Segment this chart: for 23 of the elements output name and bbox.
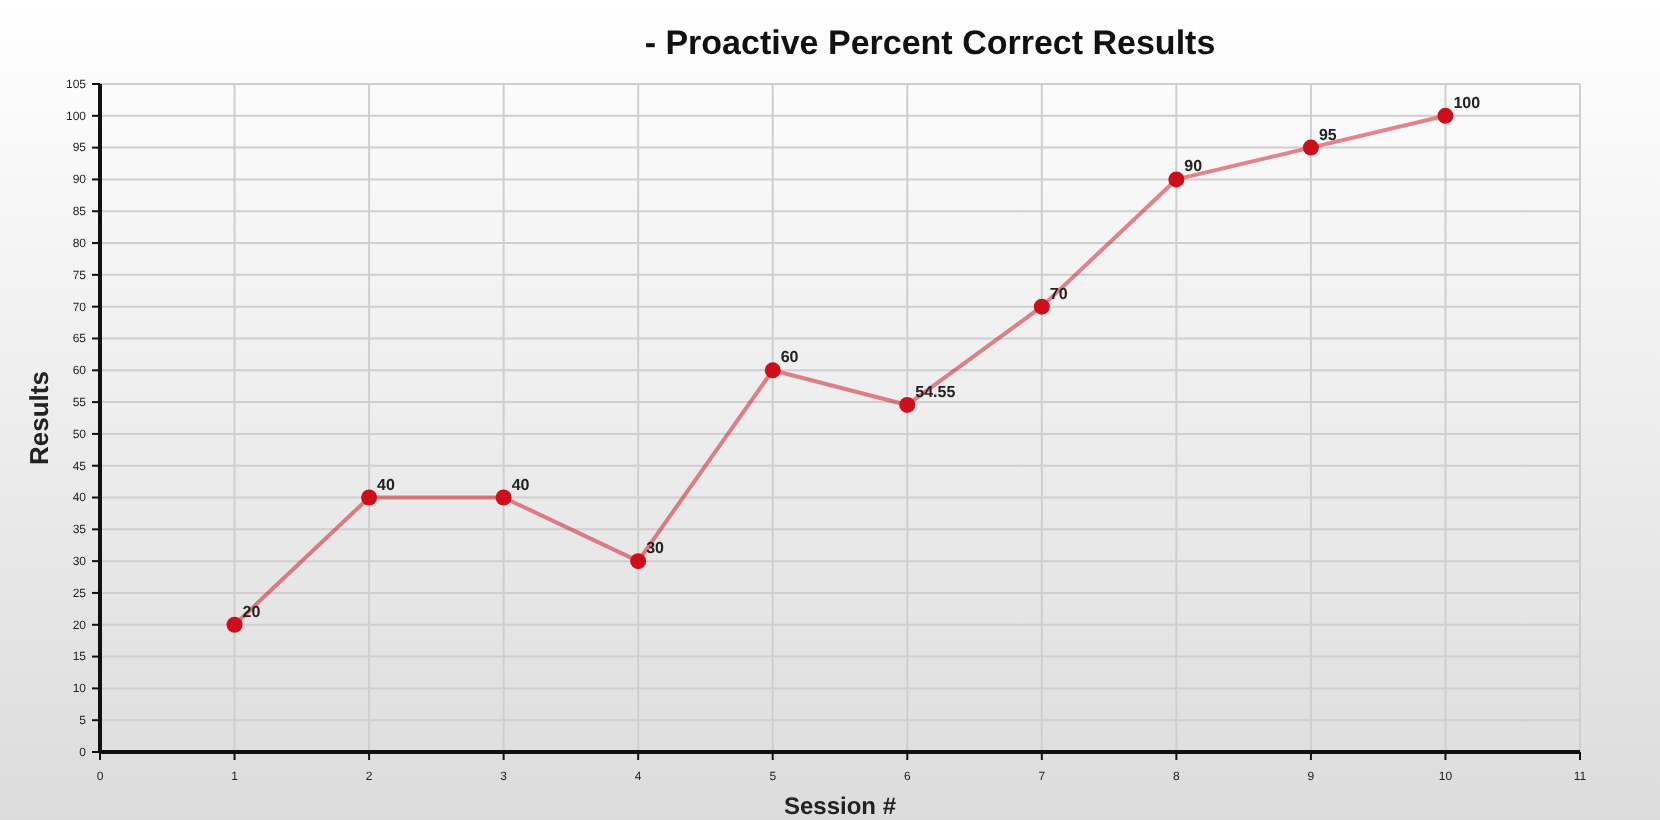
y-axis-title: Results [24,371,54,465]
data-label: 30 [646,539,666,558]
point [764,362,781,379]
point [1168,171,1185,188]
point [1302,139,1319,156]
point [1437,107,1454,124]
point [495,489,512,506]
point [361,489,378,506]
data-label: 70 [1049,284,1069,303]
data-label: 54.55 [915,382,957,401]
data-label: 100 [1453,93,1482,112]
x-axis-title: Session # [783,792,897,820]
point [899,396,916,413]
data-label: 90 [1184,157,1204,176]
data-label: 60 [780,348,800,367]
chart-title: - Proactive Percent Correct Results [644,24,1216,62]
data-label: 40 [511,475,531,494]
point [1033,298,1050,315]
point [226,616,243,633]
data-label: 40 [377,475,396,494]
point [630,553,647,570]
data-label: 20 [242,602,262,621]
data-label: 95 [1318,125,1338,144]
